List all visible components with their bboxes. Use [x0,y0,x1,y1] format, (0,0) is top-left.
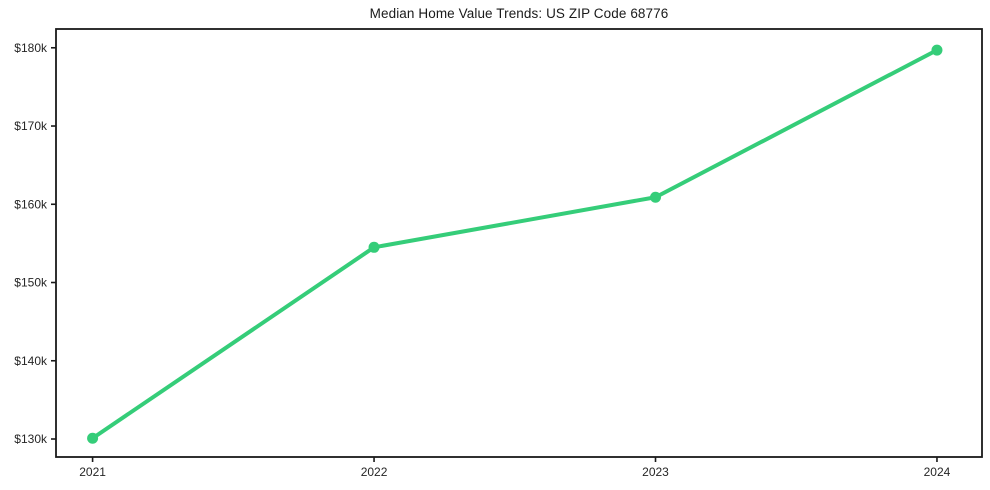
y-tick-label: $180k [14,41,48,55]
plot-frame [55,28,983,458]
x-tick-label: 2021 [79,465,106,479]
x-tick-label: 2022 [361,465,388,479]
chart-title: Median Home Value Trends: US ZIP Code 68… [369,6,669,21]
y-tick-label: $170k [14,119,48,133]
data-point-marker [368,241,380,253]
x-tick-label: 2024 [924,465,951,479]
x-tick-label: 2023 [642,465,669,479]
data-point-marker [931,44,943,56]
series-line [90,48,939,441]
y-tick-label: $160k [14,197,48,211]
y-tick-label: $150k [14,276,48,290]
y-tick-label: $130k [14,432,48,446]
data-point-marker [650,191,662,203]
data-point-marker [87,432,99,444]
y-tick-label: $140k [14,354,48,368]
